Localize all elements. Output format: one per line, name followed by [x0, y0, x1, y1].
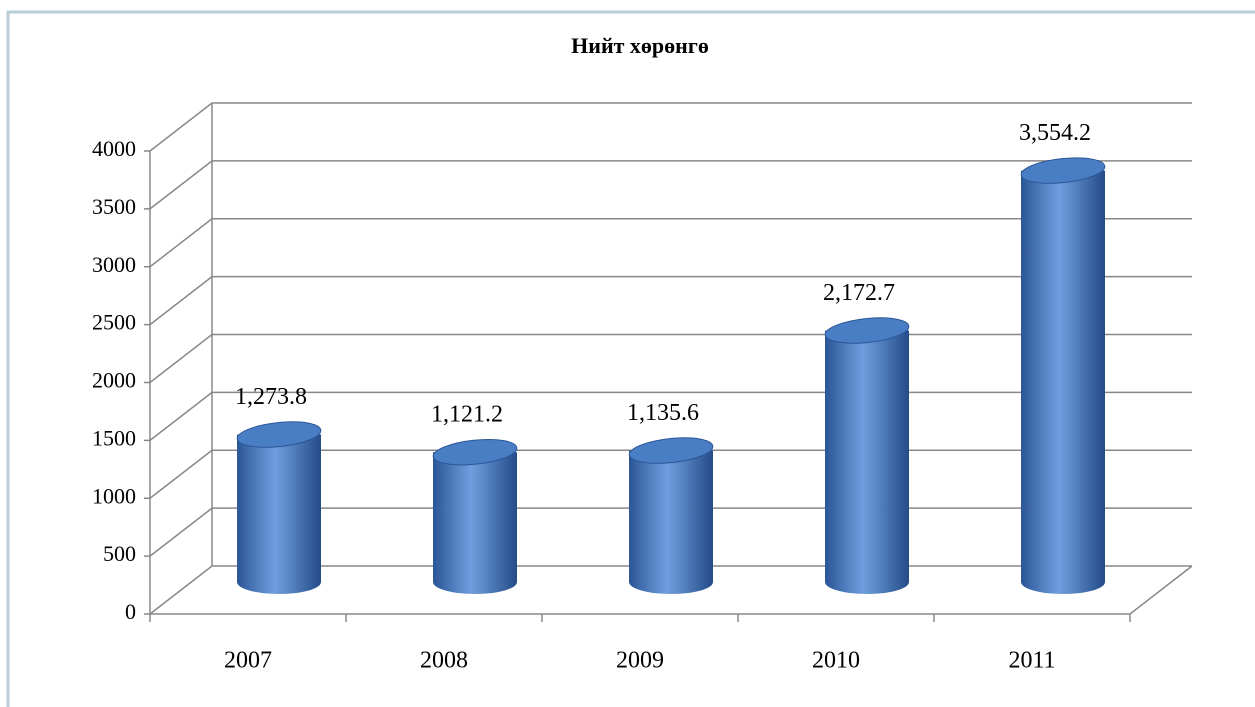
- chart-title: Нийт хөрөнгө: [571, 33, 709, 58]
- bar: [628, 437, 714, 594]
- y-tick-label: 500: [103, 541, 136, 566]
- bar-top: [1020, 157, 1106, 184]
- x-tick-label: 2009: [616, 648, 664, 674]
- y-tick-label: 2500: [92, 310, 136, 335]
- x-tick-label: 2010: [812, 648, 860, 674]
- y-tick-label: 2000: [92, 368, 136, 393]
- bar-top: [236, 421, 322, 448]
- grid-line: [149, 102, 1192, 152]
- y-tick-label: 3000: [92, 252, 136, 277]
- x-tick-label: 2007: [224, 648, 272, 674]
- data-label: 3,554.2: [1019, 120, 1091, 146]
- bar-body: [433, 452, 517, 594]
- bar-top: [824, 317, 910, 344]
- y-tick-label: 3500: [92, 194, 136, 219]
- grid-line: [149, 218, 1192, 268]
- data-label: 2,172.7: [823, 280, 895, 306]
- y-tick-label: 0: [125, 599, 136, 624]
- bar-body: [1021, 170, 1105, 594]
- bar-body: [237, 434, 321, 594]
- y-tick-label: 1000: [92, 483, 136, 508]
- bar: [824, 317, 910, 594]
- bar: [236, 421, 322, 594]
- data-label: 1,273.8: [235, 384, 307, 410]
- x-tick-label: 2011: [1008, 648, 1055, 674]
- bar-body: [825, 330, 909, 594]
- bar: [432, 439, 518, 594]
- y-tick-label: 1500: [92, 425, 136, 450]
- grid-line: [149, 275, 1192, 326]
- grid-line: [149, 160, 1192, 210]
- bar-top: [628, 437, 714, 464]
- bar-body: [629, 450, 713, 594]
- data-label: 1,135.6: [627, 400, 699, 426]
- bar: [1020, 157, 1106, 594]
- y-tick-label: 4000: [92, 136, 136, 161]
- bar-top: [432, 439, 518, 466]
- x-tick-label: 2008: [420, 648, 468, 674]
- data-label: 1,121.2: [431, 402, 503, 428]
